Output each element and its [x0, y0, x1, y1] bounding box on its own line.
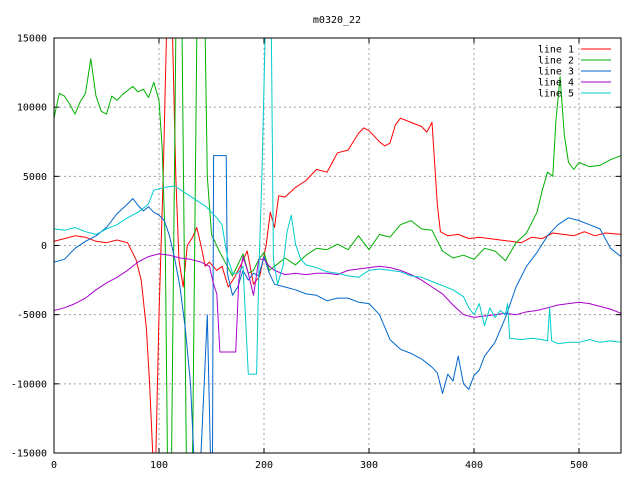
series-line-3 — [54, 155, 621, 453]
series-line-1 — [54, 38, 621, 453]
y-axis: -15000 -10000 -5000 0 5000 10000 15000 — [11, 34, 621, 460]
legend-label: line 5 — [538, 89, 574, 100]
series-line-2 — [54, 38, 621, 453]
legend-label: line 1 — [538, 45, 574, 56]
series-line-4 — [54, 253, 621, 353]
plot-frame — [53, 37, 622, 454]
grid-lines — [54, 38, 621, 453]
legend-label: line 2 — [538, 56, 574, 67]
x-axis: 0 100 200 300 400 500 — [51, 38, 588, 471]
chart-title: m0320_22 — [313, 15, 361, 26]
y-tick-label: -5000 — [17, 310, 47, 321]
x-tick-label: 400 — [465, 460, 483, 471]
y-tick-label: 5000 — [23, 172, 47, 183]
series-group — [54, 38, 621, 453]
legend-label: line 4 — [538, 78, 574, 89]
series-line-5 — [54, 38, 621, 375]
x-tick-label: 100 — [150, 460, 168, 471]
x-tick-label: 500 — [570, 460, 588, 471]
x-tick-label: 0 — [51, 460, 57, 471]
legend-label: line 3 — [538, 67, 574, 78]
y-tick-label: 0 — [41, 241, 47, 252]
x-tick-label: 300 — [360, 460, 378, 471]
y-tick-label: 10000 — [17, 103, 47, 114]
x-tick-label: 200 — [255, 460, 273, 471]
y-tick-label: 15000 — [17, 34, 47, 45]
y-tick-label: -15000 — [11, 449, 47, 460]
y-tick-label: -10000 — [11, 379, 47, 390]
